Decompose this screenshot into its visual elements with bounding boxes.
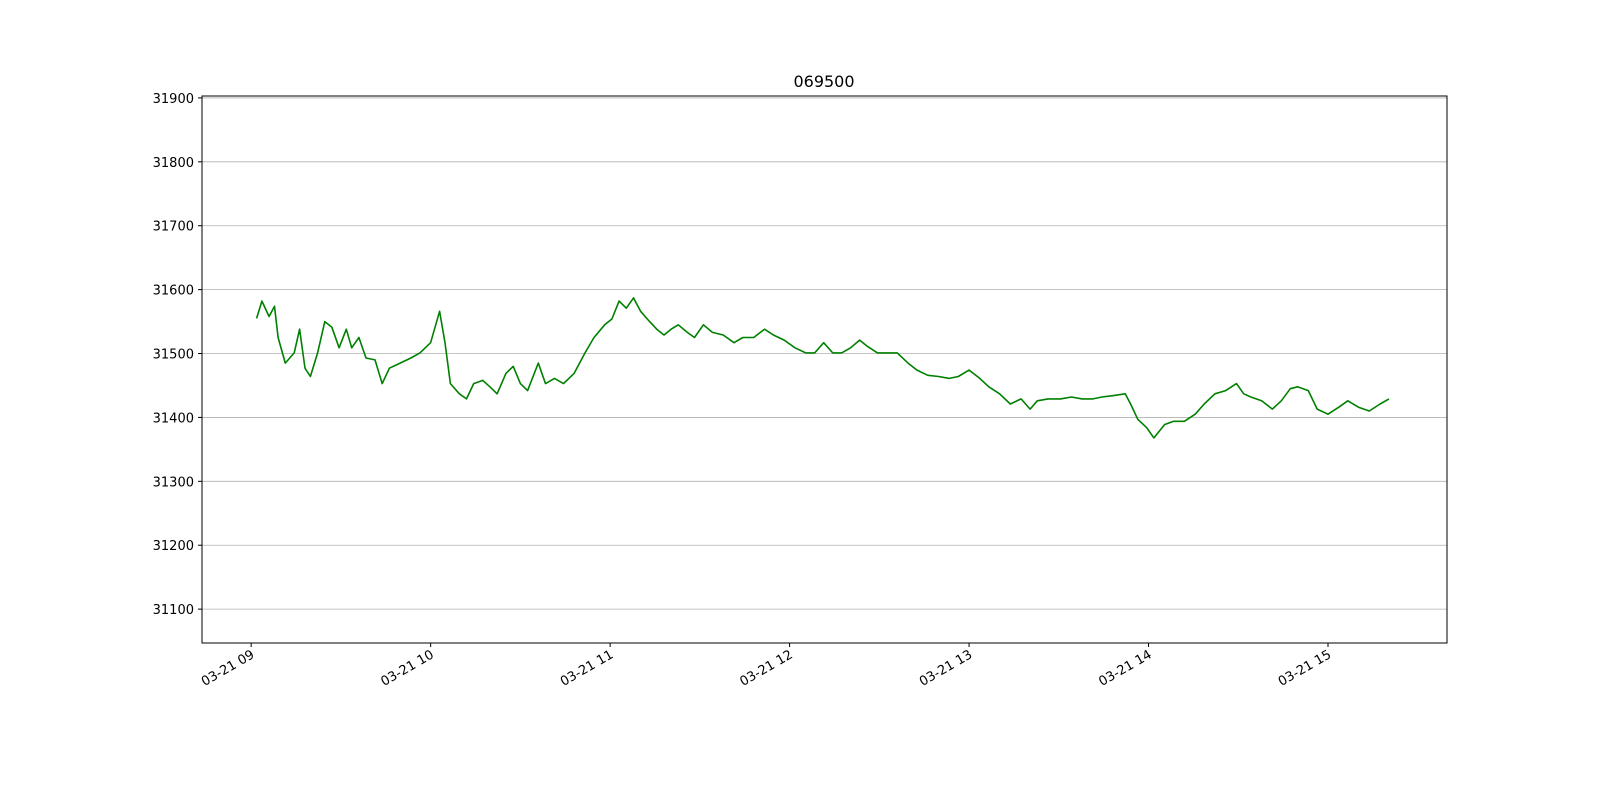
chart-title: 069500 <box>793 72 854 91</box>
x-tick-label: 03-21 11 <box>558 647 616 689</box>
y-tick-label: 31600 <box>153 284 194 299</box>
x-tick-label: 03-21 13 <box>917 647 975 689</box>
x-tick-label: 03-21 14 <box>1096 647 1154 689</box>
price-line <box>255 297 1390 439</box>
y-tick-label: 31100 <box>153 603 194 618</box>
y-tick-label: 31200 <box>153 539 194 554</box>
y-tick-label: 31300 <box>153 475 194 490</box>
y-tick-label: 31400 <box>153 411 194 426</box>
x-tick-label: 03-21 12 <box>737 647 795 689</box>
x-tick-label: 03-21 09 <box>199 647 257 689</box>
x-tick-label: 03-21 10 <box>379 647 437 689</box>
x-tick-label: 03-21 15 <box>1276 647 1334 689</box>
y-tick-label: 31500 <box>153 348 194 363</box>
plot-frame <box>201 95 1448 644</box>
y-tick-label: 31800 <box>153 156 194 171</box>
y-tick-label: 31700 <box>153 220 194 235</box>
y-tick-label: 31900 <box>153 92 194 107</box>
